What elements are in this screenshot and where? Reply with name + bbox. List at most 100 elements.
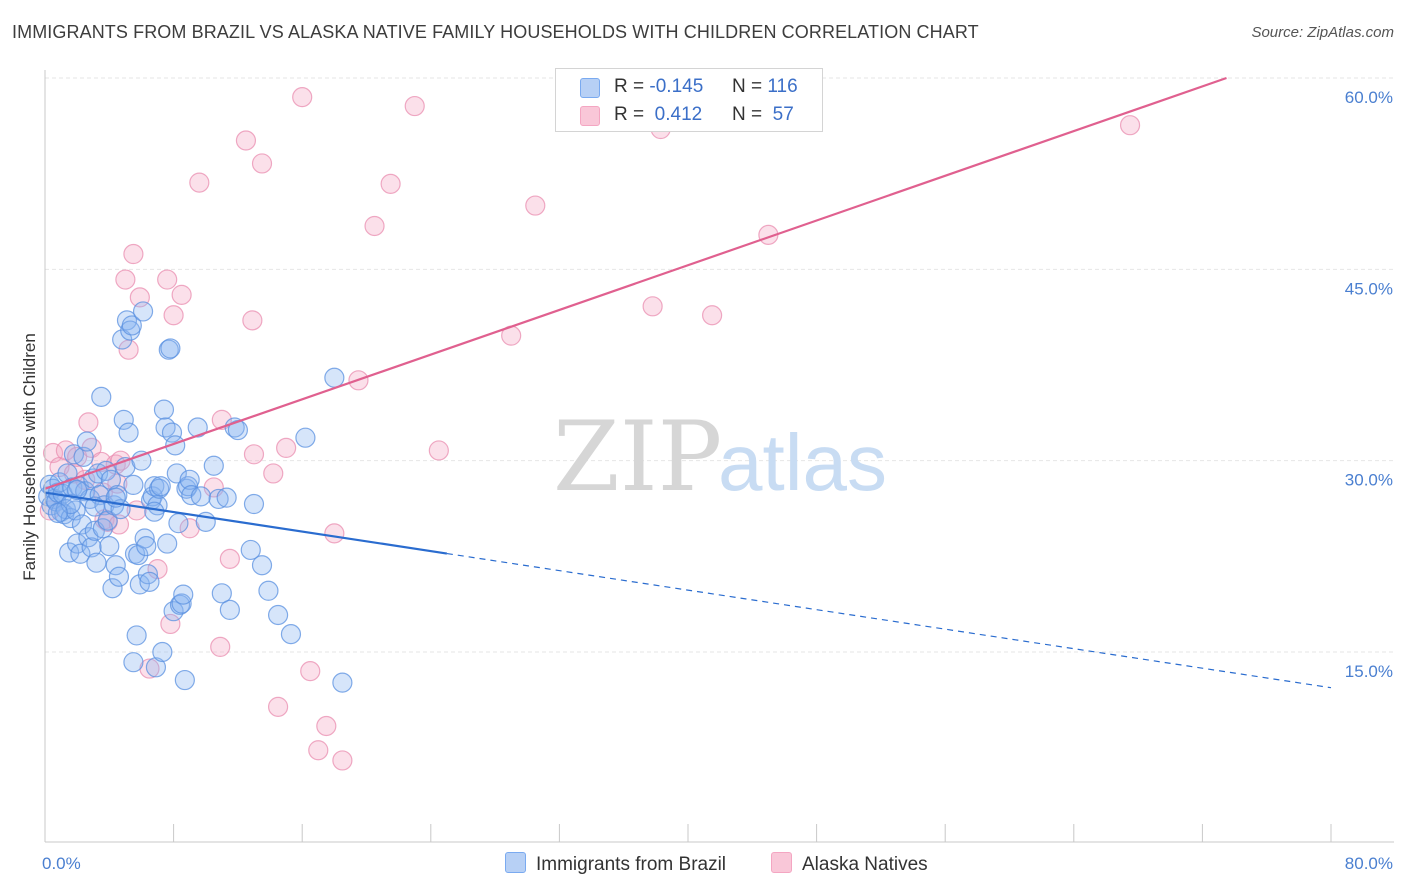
data-point <box>251 555 273 576</box>
data-point <box>157 269 178 290</box>
data-point <box>702 305 723 326</box>
data-point <box>219 548 240 569</box>
data-point <box>380 173 401 194</box>
watermark: ZIP atlas <box>553 401 887 513</box>
watermark-atlas: atlas <box>718 418 887 507</box>
data-point <box>108 566 130 587</box>
data-point <box>1119 115 1141 136</box>
r-label: R = <box>614 76 645 97</box>
x-tick-label-max: 80.0% <box>1345 854 1393 873</box>
series-alaska-natives-points <box>39 87 1141 771</box>
data-point <box>118 422 139 443</box>
data-point <box>166 463 187 484</box>
legend-r-alaska: R = 0.412 <box>614 104 702 126</box>
data-point <box>224 417 245 438</box>
watermark-zip: ZIP <box>553 401 722 513</box>
data-point <box>108 514 130 535</box>
data-point <box>251 153 273 174</box>
data-point <box>308 740 329 761</box>
data-point <box>81 537 102 558</box>
y-axis-label: Family Households with Children <box>20 333 39 581</box>
data-point <box>145 657 167 678</box>
data-point <box>139 571 160 592</box>
data-point <box>91 386 112 407</box>
data-point <box>123 474 144 496</box>
data-point <box>144 501 165 522</box>
r-label: R = <box>614 104 645 125</box>
data-point <box>332 672 353 693</box>
data-point <box>123 243 144 265</box>
y-tick-label: 60.0% <box>1345 88 1393 107</box>
y-tick-label: 30.0% <box>1345 471 1393 490</box>
legend-swatch-brazil <box>505 852 526 873</box>
data-point <box>189 172 210 193</box>
legend-label-brazil: Immigrants from Brazil <box>536 854 727 875</box>
data-point <box>292 87 313 108</box>
data-point <box>179 469 200 490</box>
data-point <box>152 641 173 663</box>
data-point <box>105 555 126 576</box>
legend-item-alaska: Alaska Natives <box>771 852 928 876</box>
r-value-brazil: -0.145 <box>649 76 704 97</box>
chart-title: IMMIGRANTS FROM BRAZIL VS ALASKA NATIVE … <box>12 22 979 42</box>
data-point <box>243 493 265 515</box>
legend-n-brazil: N = 116 <box>732 76 798 98</box>
data-point <box>525 195 546 216</box>
legend-item-brazil: Immigrants from Brazil <box>505 852 726 876</box>
legend-label-alaska: Alaska Natives <box>802 854 928 875</box>
data-point <box>160 338 181 359</box>
data-point <box>428 440 449 461</box>
data-point <box>67 479 88 501</box>
data-point <box>332 750 353 771</box>
data-point <box>160 613 181 635</box>
data-point <box>243 444 265 465</box>
data-point <box>123 652 144 673</box>
axes <box>44 70 1394 843</box>
data-point <box>219 599 240 621</box>
n-label: N = <box>732 76 763 97</box>
data-point <box>263 463 284 484</box>
data-point <box>324 367 345 388</box>
data-point <box>97 510 118 531</box>
data-point <box>240 539 261 561</box>
trend-line-brazil-extrapolated <box>446 552 1332 689</box>
data-point <box>153 399 175 420</box>
data-point <box>70 543 91 564</box>
data-point <box>174 669 195 691</box>
data-point <box>78 412 99 433</box>
data-point <box>158 339 179 360</box>
legend-swatch-pink <box>580 106 600 126</box>
data-point <box>258 580 279 601</box>
data-point <box>211 583 232 604</box>
data-point <box>242 310 263 331</box>
stats-legend: R = -0.145 N = 116 R = 0.412 N = 57 <box>555 68 823 132</box>
data-point <box>163 305 184 326</box>
data-point <box>137 564 158 585</box>
legend-row-alaska: R = 0.412 N = 57 <box>556 101 822 129</box>
series-legend: Immigrants from Brazil Alaska Natives <box>0 852 1406 878</box>
data-point <box>208 488 229 510</box>
trend-line-brazil <box>44 491 448 555</box>
data-point <box>642 296 663 317</box>
data-point <box>134 528 155 549</box>
y-tick-labels: 15.0% 30.0% 45.0% 60.0% <box>1345 88 1393 681</box>
data-point <box>203 455 224 476</box>
data-point <box>280 624 302 645</box>
n-value-alaska: 57 <box>772 104 794 125</box>
trend-line-alaska <box>44 76 1227 490</box>
x-tick-label-min: 0.0% <box>42 854 81 873</box>
data-point <box>324 523 345 544</box>
y-tick-label: 15.0% <box>1345 662 1393 681</box>
data-point <box>235 130 257 151</box>
data-point <box>136 536 157 557</box>
data-point <box>300 661 321 682</box>
data-point <box>316 715 337 737</box>
trend-lines <box>44 76 1332 689</box>
data-point <box>276 437 297 459</box>
legend-swatch-blue <box>580 78 600 98</box>
legend-n-alaska: N = 57 <box>732 104 794 126</box>
data-point <box>76 431 97 452</box>
data-point <box>210 636 231 657</box>
chart-source: Source: ZipAtlas.com <box>1251 24 1394 41</box>
data-point <box>67 446 88 467</box>
